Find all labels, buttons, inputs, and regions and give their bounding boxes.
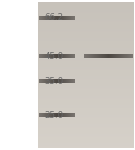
Text: 25.0: 25.0: [45, 111, 64, 120]
Text: 45.0: 45.0: [45, 52, 64, 61]
Text: 35.0: 35.0: [45, 77, 64, 86]
Text: 66.2: 66.2: [45, 14, 64, 22]
